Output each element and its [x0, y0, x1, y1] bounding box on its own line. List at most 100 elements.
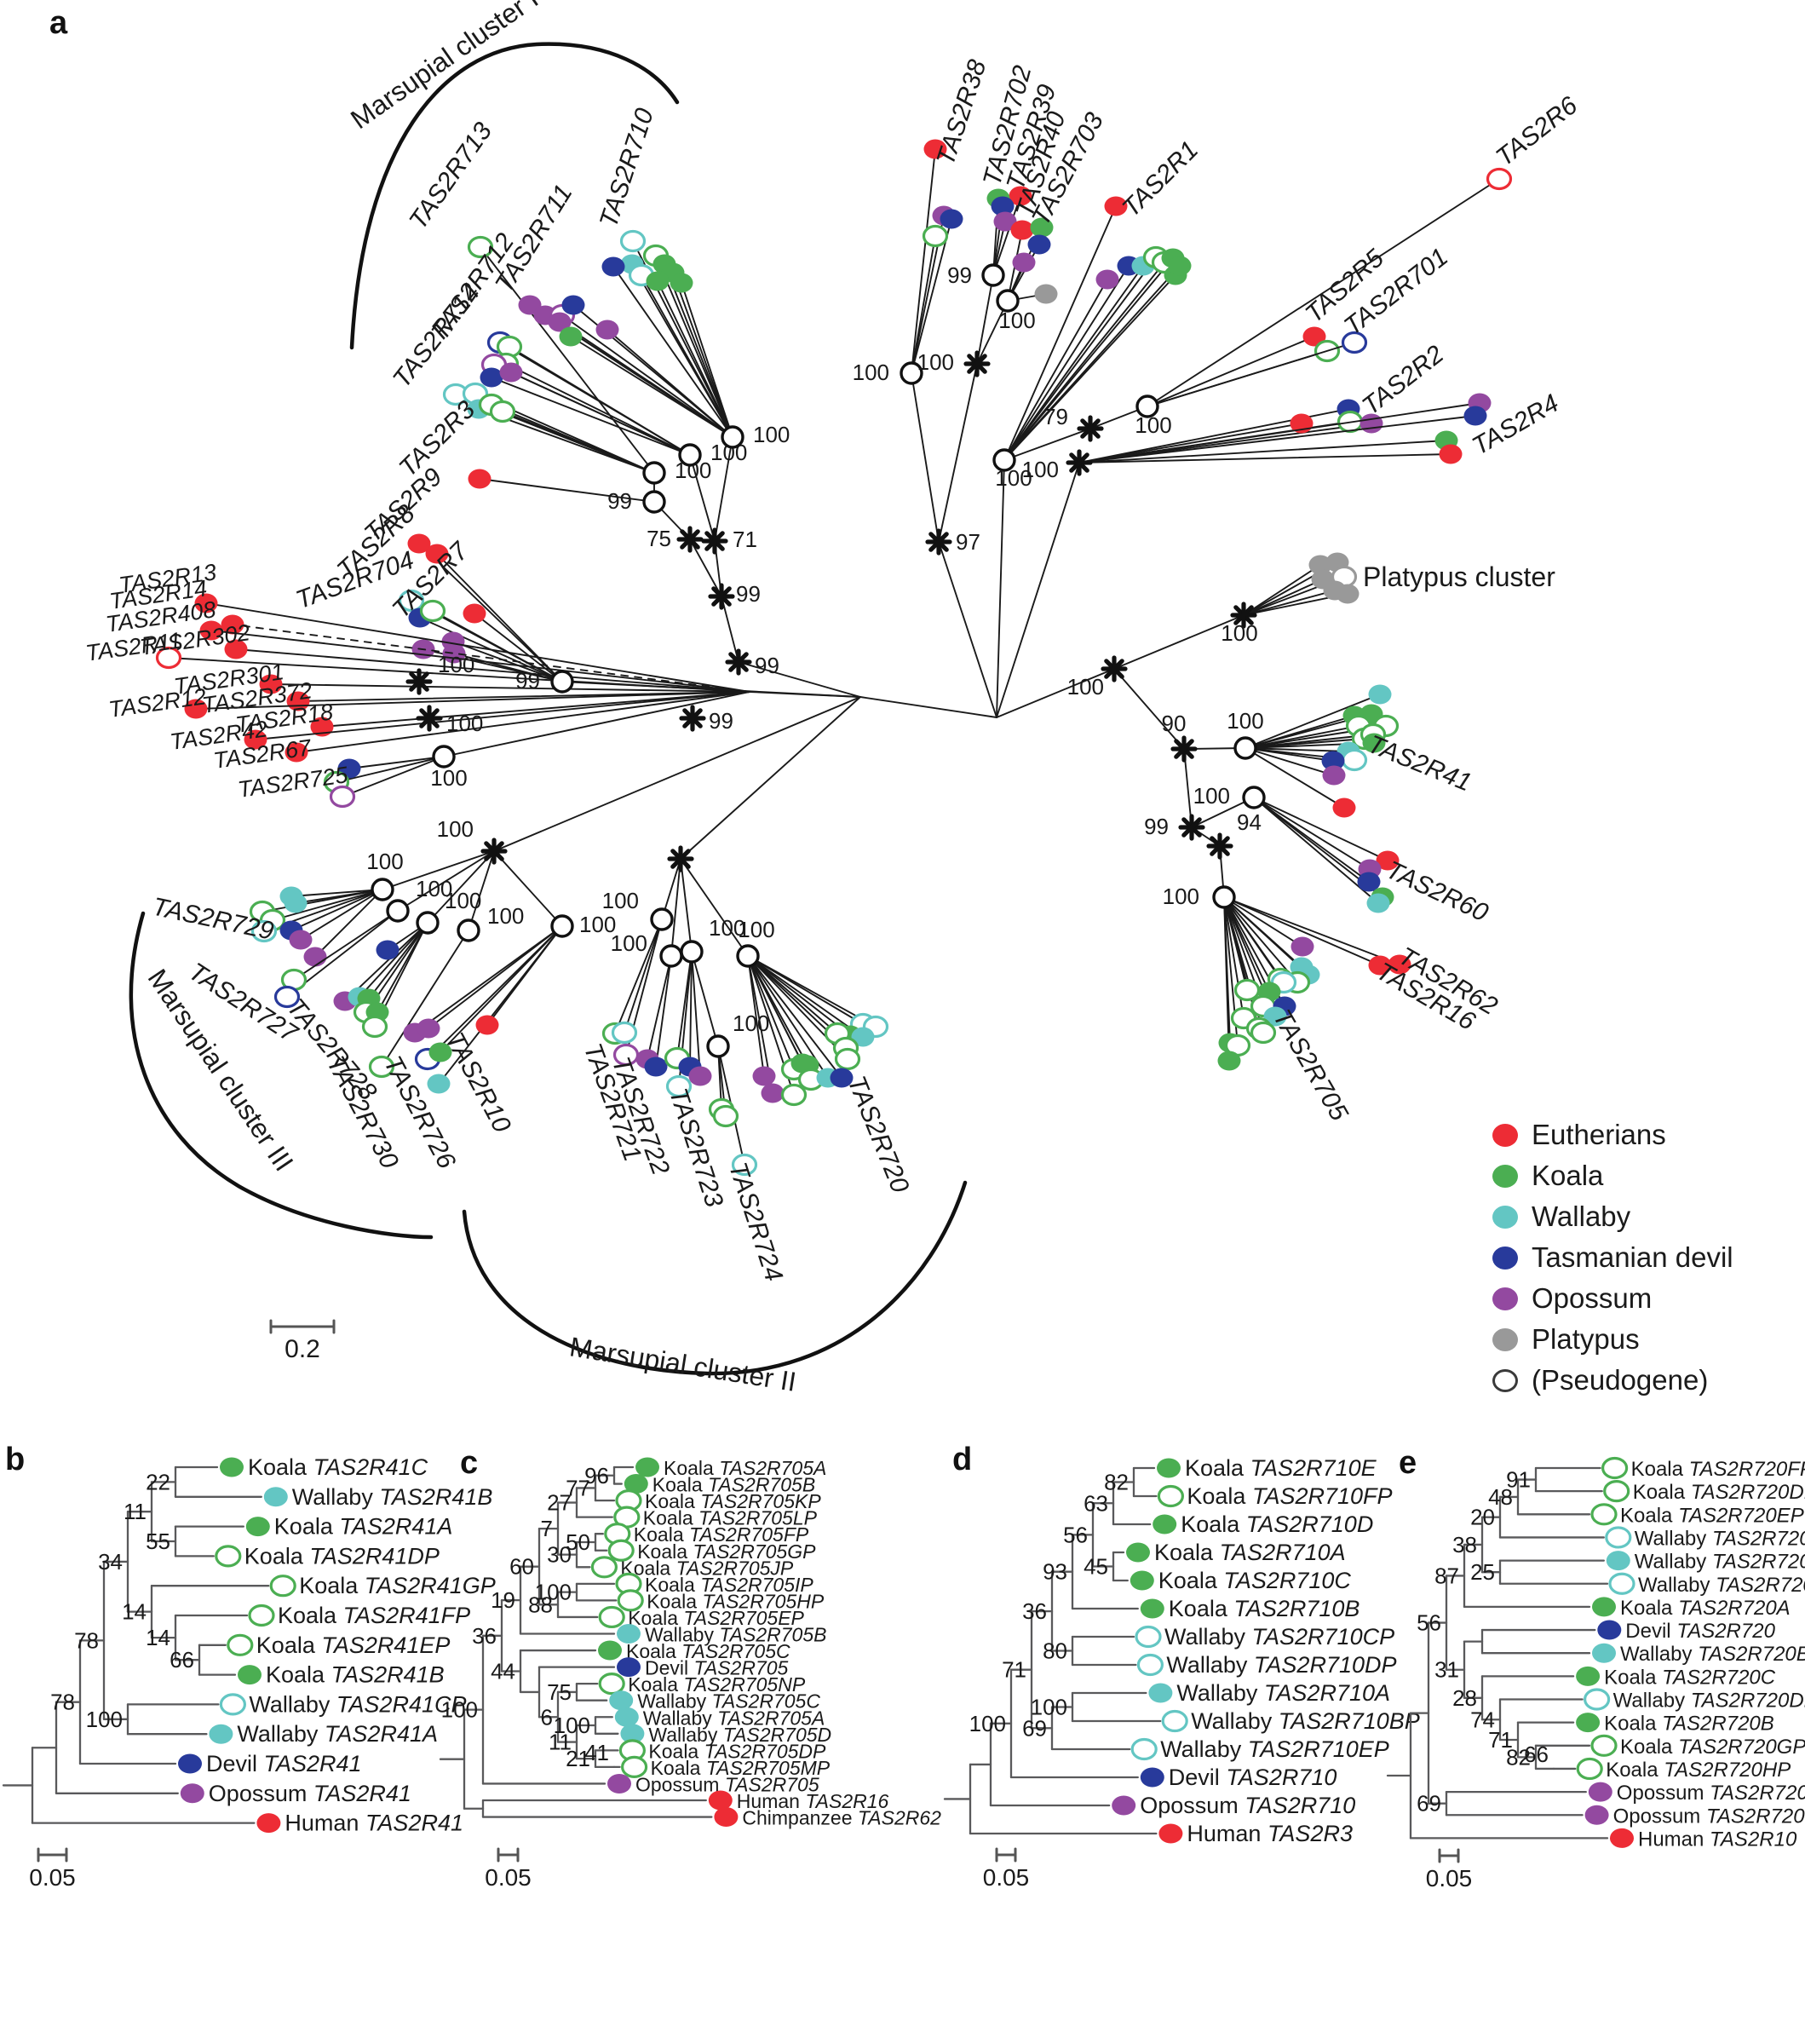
species-dot	[607, 1773, 631, 1794]
species-dot	[644, 1057, 668, 1077]
panel-letter-d: d	[952, 1442, 973, 1477]
node-circle-icon	[981, 263, 1005, 287]
species-dot	[1250, 1021, 1277, 1045]
tip-branch	[1223, 896, 1303, 947]
bootstrap-value: 20	[1470, 1505, 1495, 1530]
species-dot	[1321, 751, 1345, 771]
tip-branch	[1243, 579, 1324, 616]
species-dot	[489, 400, 516, 423]
bootstrap-value: 100	[579, 912, 616, 937]
gene-label-TAS2R6: TAS2R6	[1491, 91, 1583, 172]
tip-branch	[1253, 797, 1388, 861]
bootstrap-value: 99	[607, 488, 632, 514]
tip-branch	[689, 951, 693, 1068]
bootstrap-value: 36	[472, 1623, 497, 1649]
tip-branch	[428, 925, 563, 1029]
tip-label: Koala TAS2R720B	[1604, 1713, 1774, 1736]
tip-branch	[418, 543, 563, 682]
species-dot	[1302, 326, 1326, 347]
bootstrap-value: 99	[515, 668, 540, 694]
bootstrap-value: 69	[1417, 1791, 1441, 1817]
skeleton-edge	[721, 596, 739, 663]
tip-branch	[747, 955, 842, 1079]
tip-branch	[432, 610, 563, 682]
species-dot	[215, 1545, 242, 1568]
tip-branch	[290, 889, 383, 931]
species-dot	[468, 469, 491, 489]
skeleton-edge	[689, 538, 722, 597]
bootstrap-value: 71	[733, 527, 757, 552]
species-dot	[1009, 186, 1032, 206]
species-dot	[256, 1813, 281, 1834]
tip-branch	[606, 329, 733, 438]
tip-label: Koala TAS2R705DP	[648, 1740, 826, 1762]
asterisk-node-icon	[484, 841, 504, 861]
tip-branch	[300, 889, 383, 941]
bootstrap-value: 45	[1084, 1554, 1108, 1580]
tip-label: Human TAS2R41	[285, 1811, 463, 1836]
tip-label: Koala TAS2R720C	[1604, 1666, 1776, 1689]
tip-branch	[747, 955, 877, 1028]
species-dot	[1605, 1526, 1632, 1549]
bootstrap-value: 93	[1043, 1559, 1067, 1585]
skeleton-edge	[689, 454, 716, 542]
tip-branch	[1003, 256, 1157, 461]
tip-branch	[342, 756, 445, 797]
tip-label: Wallaby TAS2R720DP	[1613, 1690, 1805, 1713]
gene-label-TAS2R729: TAS2R729	[150, 893, 277, 946]
species-dot	[1590, 1503, 1618, 1526]
asterisk-node-icon	[1080, 418, 1101, 439]
species-dot	[1608, 1572, 1635, 1595]
koala-dot-icon	[1492, 1164, 1518, 1188]
skeleton-edge	[996, 668, 1115, 718]
species-dot	[595, 320, 619, 340]
tip-branch	[296, 691, 750, 753]
bootstrap-value: 100	[709, 915, 745, 941]
species-dot	[1597, 1620, 1622, 1640]
skeleton-edge	[468, 850, 495, 931]
species-dot	[227, 1633, 254, 1656]
tip-branch	[1245, 734, 1374, 749]
tip-branch	[1078, 402, 1480, 463]
legend-label: Koala	[1532, 1160, 1604, 1191]
tip-label: Koala TAS2R720GP	[1620, 1736, 1805, 1759]
bootstrap-value: 66	[170, 1647, 194, 1673]
skeleton-edge	[493, 850, 563, 927]
tip-branch	[1245, 747, 1349, 752]
tip-branch	[359, 922, 428, 998]
bootstrap-value: 96	[584, 1463, 609, 1488]
tip-branch	[1223, 896, 1400, 965]
tip-branch	[1078, 423, 1302, 463]
tip-label: Chimpanzee TAS2R62	[742, 1807, 941, 1829]
species-dot	[780, 1083, 808, 1107]
tip-branch	[453, 653, 563, 682]
bootstrap-value: 100	[1031, 1695, 1067, 1720]
species-dot	[361, 1015, 388, 1039]
species-dot	[617, 1589, 644, 1612]
node-circle-icon	[642, 461, 666, 485]
asterisk-node-icon	[1104, 659, 1124, 679]
asterisk-node-icon	[680, 529, 700, 550]
species-dot	[752, 1066, 776, 1086]
panel-letter-c: c	[460, 1445, 479, 1481]
species-dot	[1161, 1709, 1188, 1733]
tip-label: Opossum TAS2R720A	[1617, 1782, 1805, 1805]
node-circle-icon	[371, 878, 394, 901]
tip-branch	[641, 274, 733, 438]
tip-branch	[1245, 747, 1335, 776]
skeleton-edge	[493, 696, 861, 852]
tip-label: Wallaby TAS2R705A	[643, 1707, 825, 1729]
node-circle-icon	[1242, 786, 1266, 809]
bootstrap-value: 100	[1221, 620, 1257, 646]
bootstrap-value: 100	[437, 816, 474, 842]
tip-label: Koala TAS2R720EP	[1620, 1504, 1804, 1527]
species-dot	[712, 1104, 739, 1128]
tip-label: Opossum TAS2R705	[635, 1773, 819, 1795]
tip-label: Wallaby TAS2R720CP	[1638, 1574, 1805, 1597]
species-dot	[1030, 217, 1054, 238]
tip-branch	[195, 691, 750, 710]
bootstrap-value: 100	[441, 1697, 478, 1723]
species-dot	[922, 224, 949, 248]
bootstrap-value: 50	[566, 1529, 590, 1555]
species-dot	[376, 940, 400, 960]
